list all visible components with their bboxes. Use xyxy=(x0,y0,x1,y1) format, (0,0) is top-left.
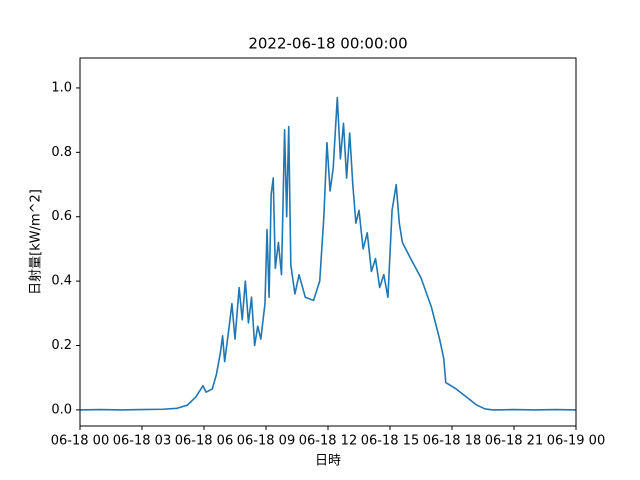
x-tick-label: 06-18 12 xyxy=(299,434,357,449)
y-tick-label: 0.4 xyxy=(51,274,72,289)
x-tick-label: 06-18 21 xyxy=(485,434,543,449)
x-tick-label: 06-19 00 xyxy=(547,434,605,449)
y-axis-label: 日射量[kW/m^2] xyxy=(28,189,44,295)
x-axis-label: 日時 xyxy=(315,454,341,469)
x-tick-label: 06-18 00 xyxy=(51,434,109,449)
y-tick-label: 0.0 xyxy=(51,402,72,417)
x-tick-label: 06-18 03 xyxy=(113,434,171,449)
x-tick-label: 06-18 15 xyxy=(361,434,419,449)
y-tick-label: 1.0 xyxy=(51,80,72,95)
plot-frame xyxy=(79,57,577,427)
x-tick-label: 06-18 09 xyxy=(237,434,295,449)
x-tick-label: 06-18 18 xyxy=(423,434,481,449)
y-tick-label: 0.6 xyxy=(51,209,72,224)
y-tick-label: 0.2 xyxy=(51,338,72,353)
y-tick-label: 0.8 xyxy=(51,145,72,160)
x-tick-label: 06-18 06 xyxy=(175,434,233,449)
data-line xyxy=(79,96,577,411)
chart-title: 2022-06-18 00:00:00 xyxy=(248,35,407,53)
